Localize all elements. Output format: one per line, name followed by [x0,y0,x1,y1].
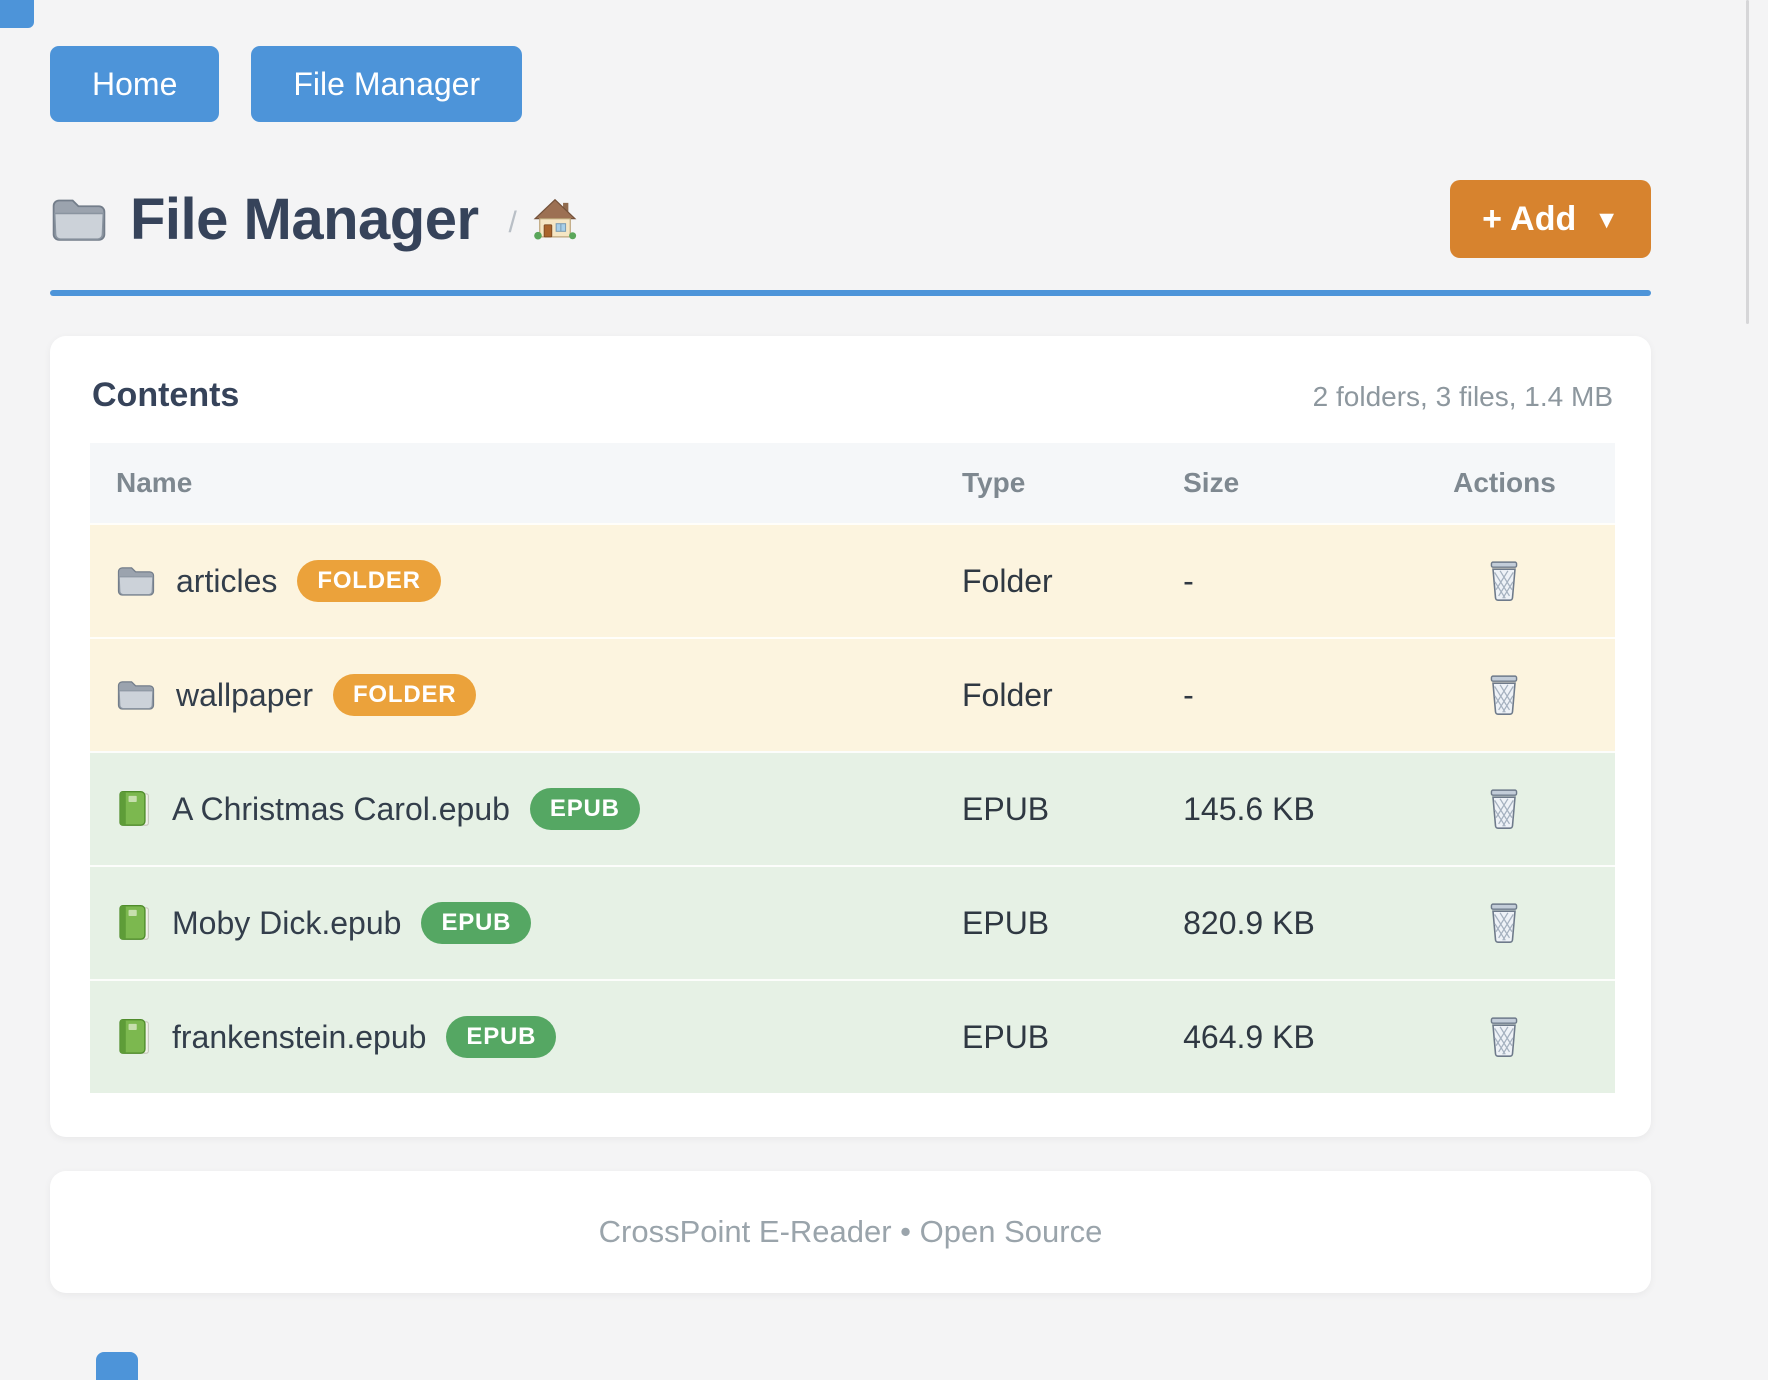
item-name-link[interactable]: articles [176,562,278,599]
trash-icon[interactable] [1481,783,1527,835]
type-cell: EPUB [962,790,1050,827]
type-cell: Folder [962,676,1053,713]
col-header-actions: Actions [1453,467,1556,498]
size-cell: - [1183,676,1194,713]
type-cell: Folder [962,562,1053,599]
col-header-size: Size [1183,467,1240,498]
green-book-icon [116,1017,152,1058]
page-header: File Manager / + Add ▼ [50,180,1651,258]
contents-card-header: Contents 2 folders, 3 files, 1.4 MB [90,376,1615,415]
table-row-frankenstein: frankenstein.epub EPUB EPUB 464.9 KB [90,979,1615,1093]
footer-text: CrossPoint E-Reader • Open Source [598,1214,1103,1249]
main-content: Home File Manager File Manager / + Add ▼ [50,0,1651,1293]
scrollbar-remnant [1746,0,1749,324]
contents-card: Contents 2 folders, 3 files, 1.4 MB Name… [50,336,1651,1137]
table-row-moby-dick: Moby Dick.epub EPUB EPUB 820.9 KB [90,865,1615,979]
contents-title: Contents [92,376,240,414]
item-name-link[interactable]: Moby Dick.epub [172,904,402,941]
home-button[interactable]: Home [50,46,220,122]
item-name-link[interactable]: wallpaper [176,676,313,713]
table-row-christmas-carol: A Christmas Carol.epub EPUB EPUB 145.6 K… [90,751,1615,865]
folder-badge: FOLDER [297,560,441,602]
offscreen-blue-fragment-top [0,0,34,28]
type-cell: EPUB [962,904,1050,941]
table-row-articles: articles FOLDER Folder - [90,523,1615,637]
trash-icon[interactable] [1481,897,1527,949]
title-group: File Manager / [50,186,577,253]
contents-summary: 2 folders, 3 files, 1.4 MB [1312,381,1613,412]
add-button[interactable]: + Add ▼ [1450,180,1651,258]
epub-badge: EPUB [446,1016,557,1058]
breadcrumb-separator: / [508,206,517,239]
folder-icon [50,195,108,244]
folder-icon [116,564,156,598]
size-cell: 145.6 KB [1183,790,1315,827]
page-title: File Manager [130,186,479,252]
caret-down-icon: ▼ [1594,205,1619,234]
add-button-label: + Add [1482,200,1577,238]
trash-icon[interactable] [1481,669,1527,721]
house-icon[interactable] [533,197,577,241]
col-header-name: Name [116,467,193,498]
offscreen-blue-fragment-bottom [96,1352,138,1380]
item-name-link[interactable]: A Christmas Carol.epub [172,790,510,827]
breadcrumb-nav: Home File Manager [50,0,1651,122]
file-table: Name Type Size Actions articles FOLDER F… [90,443,1615,1093]
epub-badge: EPUB [421,902,532,944]
trash-icon[interactable] [1481,555,1527,607]
folder-icon [116,678,156,712]
folder-badge: FOLDER [332,674,477,716]
file-manager-button[interactable]: File Manager [251,46,523,122]
green-book-icon [116,903,152,944]
size-cell: 464.9 KB [1183,1018,1315,1055]
size-cell: 820.9 KB [1183,904,1315,941]
epub-badge: EPUB [529,788,640,830]
type-cell: EPUB [962,1018,1050,1055]
footer: CrossPoint E-Reader • Open Source [50,1171,1651,1293]
table-row-wallpaper: wallpaper FOLDER Folder - [90,637,1615,751]
header-divider-rule [50,290,1651,296]
green-book-icon [116,789,152,830]
size-cell: - [1183,562,1194,599]
trash-icon[interactable] [1481,1011,1527,1063]
table-header-row: Name Type Size Actions [90,443,1615,523]
item-name-link[interactable]: frankenstein.epub [172,1018,427,1055]
col-header-type: Type [962,467,1026,498]
